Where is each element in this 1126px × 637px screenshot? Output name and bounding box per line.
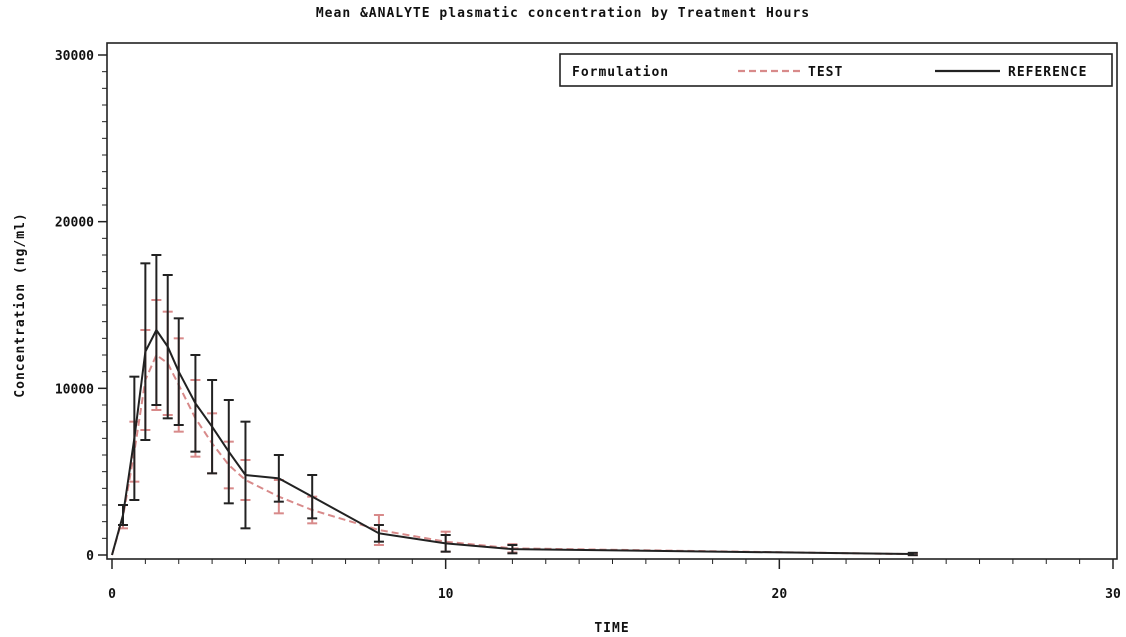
y-tick-label: 30000 [55,49,94,64]
series-line [111,328,913,556]
x-tick-label: 10 [438,587,454,602]
legend-entry-label: TEST [808,65,843,80]
series-reference [111,254,918,557]
legend: Formulation TEST REFERENCE [559,53,1113,87]
legend-box [559,53,1113,87]
y-tick-label: 10000 [55,382,94,397]
legend-title: Formulation [572,65,669,80]
x-axis-label: TIME [594,621,629,636]
plot-frame [106,42,1118,560]
y-tick-label: 20000 [55,216,94,231]
y-tick-label: 0 [86,549,94,564]
y-axis-label: Concentration (ng/ml) [13,212,28,397]
x-tick-label: 0 [108,587,116,602]
x-tick-label: 20 [772,587,788,602]
legend-entry-label: REFERENCE [1008,65,1087,80]
series-test [111,299,918,557]
chart-title: Mean &ANALYTE plasmatic concentration by… [315,6,811,21]
x-tick-label: 30 [1105,587,1121,602]
